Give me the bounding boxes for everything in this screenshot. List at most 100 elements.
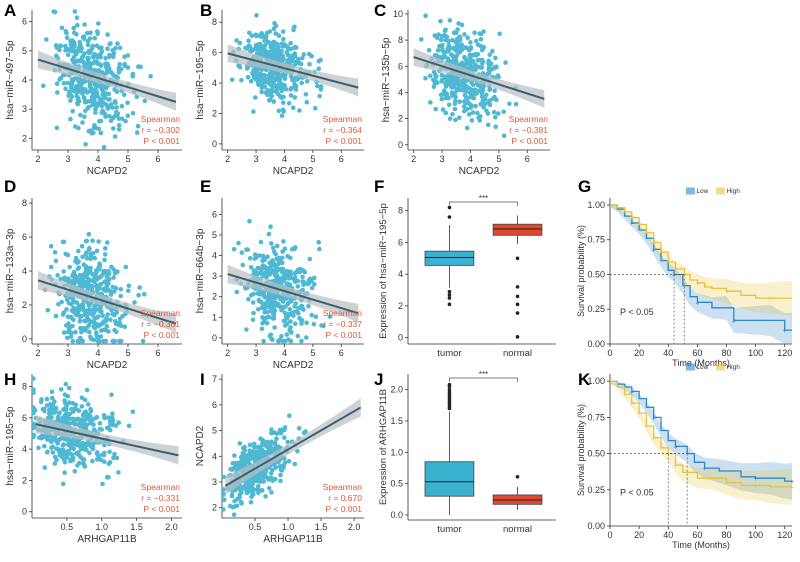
data-point (266, 447, 272, 453)
data-point (260, 258, 265, 264)
data-point (469, 90, 475, 96)
data-point (67, 421, 72, 426)
data-point (454, 53, 460, 58)
survival-curve-low (610, 380, 792, 482)
data-point (480, 98, 486, 104)
data-point (316, 58, 322, 64)
data-point (60, 239, 66, 245)
data-point (113, 321, 119, 327)
data-point (113, 109, 119, 115)
data-point (258, 271, 264, 276)
x-tick-label: 3 (65, 348, 70, 358)
data-point (291, 27, 296, 33)
data-point (67, 400, 72, 405)
spearman-stat: P < 0.001 (326, 136, 363, 146)
data-point (75, 97, 81, 103)
data-point (122, 324, 128, 330)
data-point (468, 105, 474, 110)
y-tick-label: 3 (212, 271, 217, 281)
data-point (285, 53, 291, 58)
data-point (65, 335, 70, 341)
data-point (464, 89, 469, 94)
legend-label: High (726, 188, 740, 195)
data-point (55, 416, 61, 422)
data-point (456, 21, 461, 26)
data-point (83, 251, 89, 257)
panel-letter-j: J (374, 370, 383, 389)
data-point (306, 281, 312, 286)
data-point (42, 465, 48, 470)
data-point (447, 116, 453, 121)
censor-mark: + (724, 289, 728, 296)
y-tick-label: 2 (212, 108, 217, 118)
data-point (44, 437, 50, 442)
data-point (79, 329, 84, 335)
x-tick-label: 4 (282, 348, 287, 358)
data-point (58, 43, 64, 49)
panel-e-scatter: 0 1 2 3 4 5 6 2 3 4 5 6 NCAPD2 hsa−miR−664b−3p Spearma… (195, 198, 364, 371)
data-point (242, 485, 248, 491)
censor-mark: + (630, 221, 634, 228)
data-point (75, 309, 81, 315)
data-point (110, 115, 116, 121)
data-point (105, 65, 111, 70)
data-point (90, 312, 95, 318)
data-point (292, 275, 298, 280)
x-tick-label: 40 (663, 530, 673, 540)
data-point (431, 84, 437, 90)
data-point (273, 251, 279, 257)
data-point (274, 431, 280, 436)
data-point (259, 89, 265, 95)
data-point (288, 87, 293, 92)
data-point (487, 102, 493, 108)
box-outlier (447, 397, 452, 402)
data-point (142, 98, 148, 104)
data-point (93, 283, 99, 289)
y-tick-label: 6 (398, 237, 403, 247)
spearman-stat: Spearman (509, 114, 548, 124)
data-point (61, 310, 66, 316)
data-point (87, 247, 92, 252)
legend-label: Low (696, 364, 708, 371)
x-tick-label: 2 (225, 154, 230, 164)
data-point (69, 315, 75, 321)
data-point (265, 475, 270, 481)
data-point (468, 63, 474, 69)
data-point (247, 255, 253, 261)
x-tick-label: 40 (663, 348, 673, 358)
data-point (269, 439, 274, 445)
data-point (108, 317, 113, 323)
data-point (106, 268, 111, 274)
data-point (90, 90, 95, 96)
data-point (280, 107, 286, 113)
data-point (287, 46, 293, 52)
data-point (74, 276, 80, 282)
data-point (90, 238, 95, 244)
data-point (270, 337, 275, 343)
data-point (87, 329, 92, 335)
data-point (303, 92, 309, 97)
data-point (284, 268, 290, 274)
data-point (90, 43, 95, 49)
data-point (86, 128, 92, 134)
data-point (283, 304, 288, 309)
data-point (94, 315, 100, 320)
data-point (63, 451, 68, 457)
data-point (109, 70, 114, 76)
data-point (92, 81, 97, 87)
data-point (300, 274, 305, 280)
data-point (457, 99, 463, 104)
y-tick-label: 2 (22, 133, 27, 143)
data-point (229, 493, 235, 499)
data-point (457, 115, 462, 121)
data-point (100, 108, 105, 114)
data-point (126, 423, 132, 429)
data-point (87, 36, 93, 41)
data-point (92, 59, 97, 64)
data-point (497, 31, 502, 37)
data-point (293, 45, 299, 50)
data-point (75, 463, 80, 468)
data-point (68, 98, 73, 103)
data-point (73, 259, 78, 264)
box-tumor (424, 250, 475, 266)
